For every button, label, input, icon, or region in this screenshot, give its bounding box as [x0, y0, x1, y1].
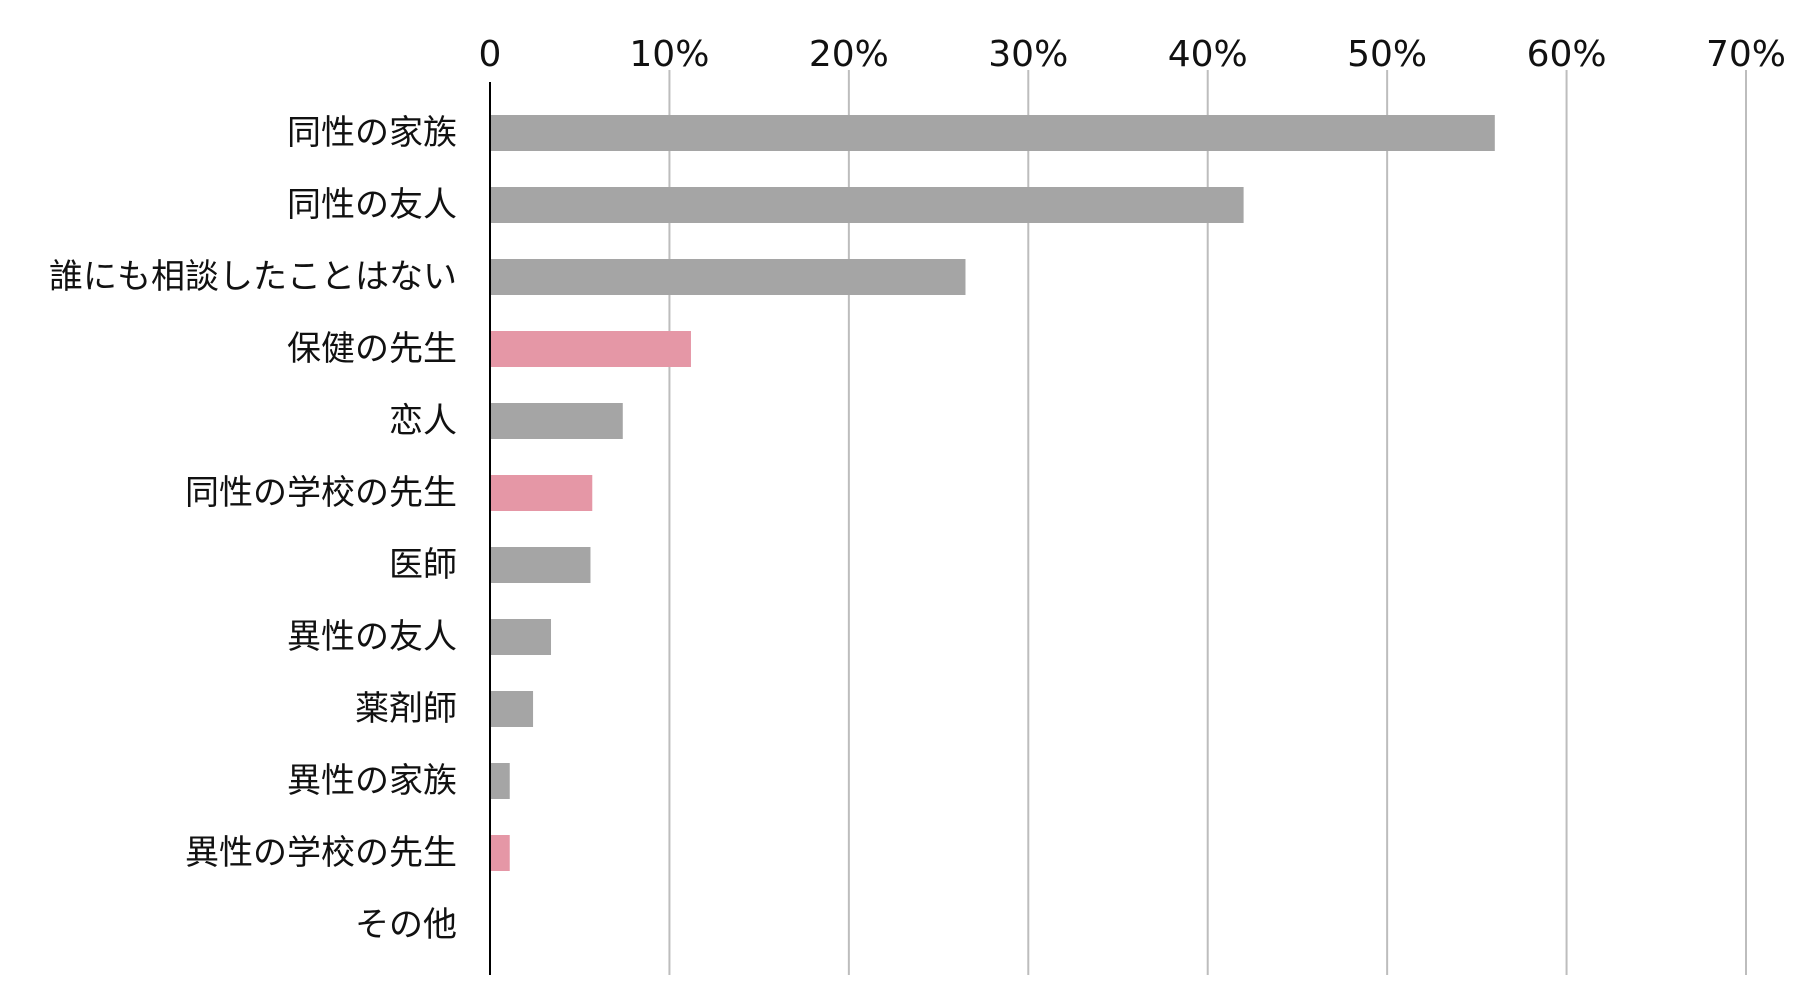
bar-2: [490, 259, 966, 295]
x-tick-label: 0: [479, 34, 502, 75]
bar-4: [490, 403, 623, 439]
category-label: 異性の友人: [287, 617, 457, 657]
bar-1: [490, 187, 1244, 223]
category-labels: 同性の家族同性の友人誰にも相談したことはない保健の先生恋人同性の学校の先生医師異…: [49, 113, 457, 945]
x-tick-label: 20%: [809, 34, 889, 75]
category-label: 同性の友人: [287, 185, 457, 225]
bar-8: [490, 691, 534, 727]
x-tick-label: 70%: [1706, 34, 1786, 75]
bar-5: [490, 475, 593, 511]
x-axis-tick-labels: 0 10% 20% 30% 40% 50% 60% 70%: [479, 34, 1786, 75]
category-label: 保健の先生: [287, 329, 457, 369]
x-tick-label: 30%: [988, 34, 1068, 75]
category-label: 同性の学校の先生: [185, 473, 457, 513]
category-label: 薬剤師: [355, 689, 457, 729]
category-label: 異性の家族: [287, 761, 457, 801]
category-label: 医師: [389, 545, 457, 585]
x-tick-label: 50%: [1347, 34, 1427, 75]
category-label: 誰にも相談したことはない: [49, 257, 457, 297]
bar-6: [490, 547, 591, 583]
x-tick-label: 10%: [629, 34, 709, 75]
bar-7: [490, 619, 552, 655]
bar-9: [490, 763, 510, 799]
bar-0: [490, 115, 1495, 151]
category-label: 恋人: [389, 401, 457, 441]
category-label: 異性の学校の先生: [185, 833, 457, 873]
category-label: 同性の家族: [287, 113, 457, 153]
bars: [490, 115, 1495, 871]
x-tick-label: 60%: [1527, 34, 1607, 75]
x-tick-label: 40%: [1168, 34, 1248, 75]
bar-3: [490, 331, 691, 367]
category-label: その他: [355, 905, 457, 945]
bar-10: [490, 835, 510, 871]
